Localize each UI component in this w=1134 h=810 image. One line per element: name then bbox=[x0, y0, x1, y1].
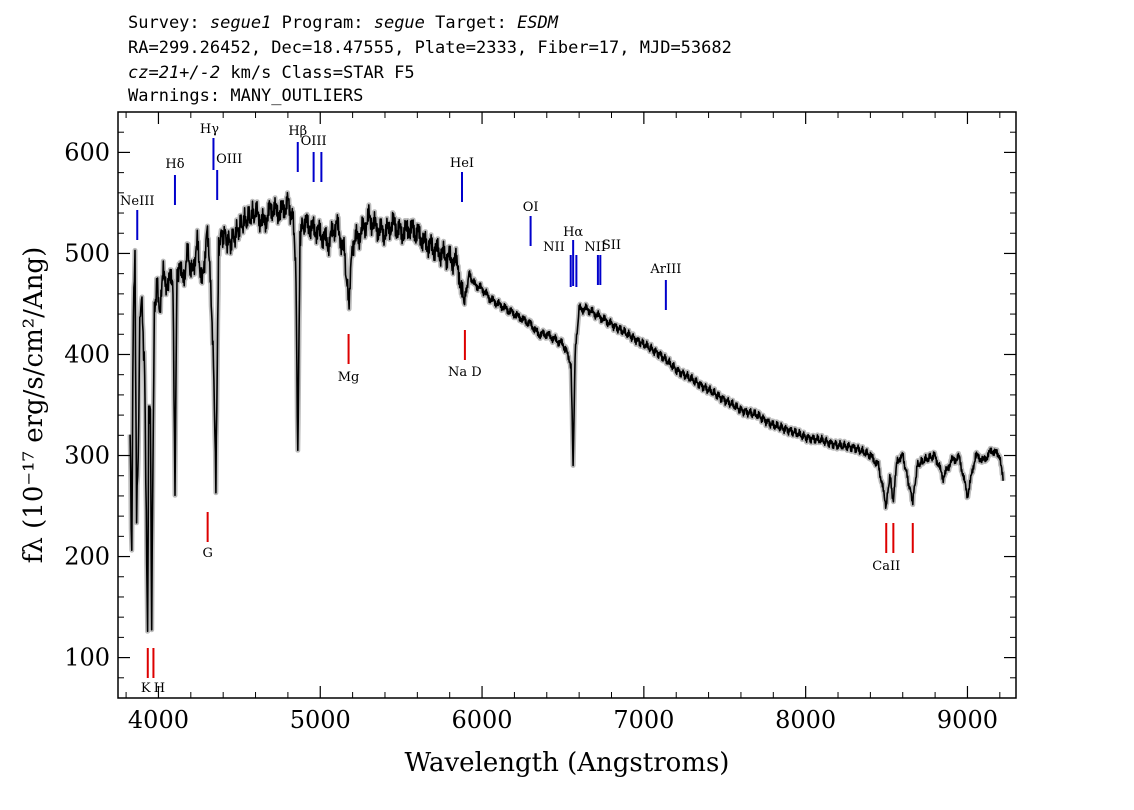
absorption-line-label: H bbox=[154, 681, 165, 696]
absorption-line-label: Na D bbox=[448, 365, 482, 380]
cz-value: cz=21+/-2 bbox=[128, 63, 221, 83]
absorption-line-label: G bbox=[202, 546, 212, 561]
emission-line-label: NII bbox=[543, 240, 565, 255]
emission-line-label: SII bbox=[602, 238, 621, 253]
y-tick-label: 500 bbox=[64, 239, 110, 267]
emission-line-label: OIII bbox=[301, 134, 327, 149]
x-axis-title: Wavelength (Angstroms) bbox=[405, 748, 730, 778]
emission-line-label: Hβ bbox=[288, 124, 307, 139]
emission-line-label: HeI bbox=[450, 156, 474, 171]
y-axis-title: fλ (10⁻¹⁷ erg/s/cm²/Ang) bbox=[19, 247, 49, 563]
y-tick-label: 100 bbox=[64, 644, 110, 672]
header-line-1: Survey: segue1 Program: segue Target: ES… bbox=[128, 12, 558, 34]
target-value: ESDM bbox=[517, 13, 559, 33]
absorption-line-label: K bbox=[141, 681, 151, 696]
header-line-4: Warnings: MANY_OUTLIERS bbox=[128, 86, 364, 106]
y-tick-label: 400 bbox=[64, 340, 110, 368]
absorption-line-label: Mg bbox=[338, 370, 360, 385]
x-tick-label: 7000 bbox=[613, 706, 674, 734]
x-tick-label: 5000 bbox=[290, 706, 351, 734]
x-tick-label: 4000 bbox=[128, 706, 189, 734]
x-tick-label: 8000 bbox=[775, 706, 836, 734]
survey-label: Survey: bbox=[128, 13, 200, 33]
emission-line-label: NII bbox=[584, 240, 606, 255]
y-tick-label: 300 bbox=[64, 442, 110, 470]
x-tick-label: 9000 bbox=[937, 706, 998, 734]
absorption-line-label: CaII bbox=[872, 559, 900, 574]
y-tick-label: 200 bbox=[64, 543, 110, 571]
survey-value: segue1 bbox=[209, 13, 272, 33]
header-line-3: cz=21+/-2 km/s Class=STAR F5 bbox=[128, 62, 415, 84]
target-label: Target: bbox=[435, 13, 507, 33]
program-value: segue bbox=[373, 13, 425, 33]
spectrum-line bbox=[129, 191, 1004, 633]
emission-line-label: OIII bbox=[216, 152, 242, 167]
emission-line-label: OI bbox=[523, 200, 539, 215]
emission-line-label: NeIII bbox=[120, 194, 154, 209]
emission-line-label: Hα bbox=[563, 225, 583, 240]
emission-line-label: Hδ bbox=[165, 157, 184, 172]
emission-line-label: ArIII bbox=[649, 262, 681, 277]
cz-rest: km/s Class=STAR F5 bbox=[220, 63, 415, 83]
header-line-2: RA=299.26452, Dec=18.47555, Plate=2333, … bbox=[128, 38, 732, 58]
x-tick-label: 6000 bbox=[452, 706, 513, 734]
program-label: Program: bbox=[281, 13, 364, 33]
emission-line-label: Hγ bbox=[200, 122, 219, 137]
y-tick-label: 600 bbox=[64, 138, 110, 166]
plot-frame bbox=[117, 111, 1017, 699]
